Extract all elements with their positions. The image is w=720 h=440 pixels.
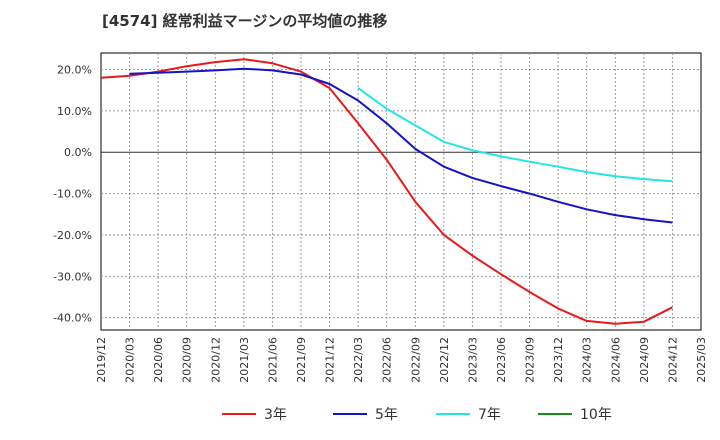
x-tick-label: 2024/03 xyxy=(581,337,594,383)
x-tick-label: 2024/06 xyxy=(609,337,622,383)
x-tick-label: 2022/03 xyxy=(352,337,365,383)
x-tick-label: 2020/09 xyxy=(181,337,194,383)
x-tick-label: 2021/09 xyxy=(295,337,308,383)
x-tick-label: 2022/09 xyxy=(409,337,422,383)
x-tick-label: 2020/03 xyxy=(124,337,137,383)
series-line-3年 xyxy=(100,58,673,325)
x-tick-label: 2021/06 xyxy=(266,337,279,383)
x-tick-label: 2020/06 xyxy=(152,337,165,383)
legend-swatch xyxy=(333,413,367,415)
chart-legend: 3年 5年 7年 10年 xyxy=(0,402,720,426)
x-tick-label: 2023/03 xyxy=(466,337,479,383)
x-tick-label: 2023/12 xyxy=(552,337,565,383)
x-tick-label: 2023/09 xyxy=(524,337,537,383)
y-tick-label: -40.0% xyxy=(53,312,92,325)
x-tick-label: 2024/12 xyxy=(666,337,679,383)
y-tick-label: 20.0% xyxy=(57,64,92,77)
x-tick-label: 2025/03 xyxy=(695,337,708,383)
legend-label: 10年 xyxy=(580,407,612,423)
x-tick-label: 2023/06 xyxy=(495,337,508,383)
series-line-7年 xyxy=(357,87,673,183)
legend-item: 7年 xyxy=(436,402,501,426)
legend-item: 3年 xyxy=(222,402,287,426)
line-chart: 20.0%10.0%0.0%-10.0%-20.0%-30.0%-40.0%20… xyxy=(53,52,708,383)
y-tick-label: 0.0% xyxy=(64,146,92,159)
legend-item: 10年 xyxy=(538,402,612,426)
x-tick-label: 2021/03 xyxy=(238,337,251,383)
x-tick-label: 2024/09 xyxy=(638,337,651,383)
x-tick-label: 2022/12 xyxy=(438,337,451,383)
x-tick-label: 2022/06 xyxy=(381,337,394,383)
legend-item: 5年 xyxy=(333,402,398,426)
legend-swatch xyxy=(538,413,572,415)
x-tick-label: 2019/12 xyxy=(95,337,108,383)
x-tick-label: 2020/12 xyxy=(209,337,222,383)
plot-area xyxy=(100,52,702,331)
y-tick-label: -30.0% xyxy=(53,270,92,283)
series-line-5年 xyxy=(129,67,673,224)
chart-title: [4574] 経常利益マージンの平均値の推移 xyxy=(102,12,388,30)
legend-swatch xyxy=(222,413,256,415)
y-tick-label: -10.0% xyxy=(53,188,92,201)
legend-label: 7年 xyxy=(478,407,501,423)
x-tick-label: 2021/12 xyxy=(324,337,337,383)
legend-label: 5年 xyxy=(375,407,398,423)
legend-swatch xyxy=(436,413,470,415)
y-tick-label: -20.0% xyxy=(53,229,92,242)
legend-label: 3年 xyxy=(264,407,287,423)
y-tick-label: 10.0% xyxy=(57,105,92,118)
